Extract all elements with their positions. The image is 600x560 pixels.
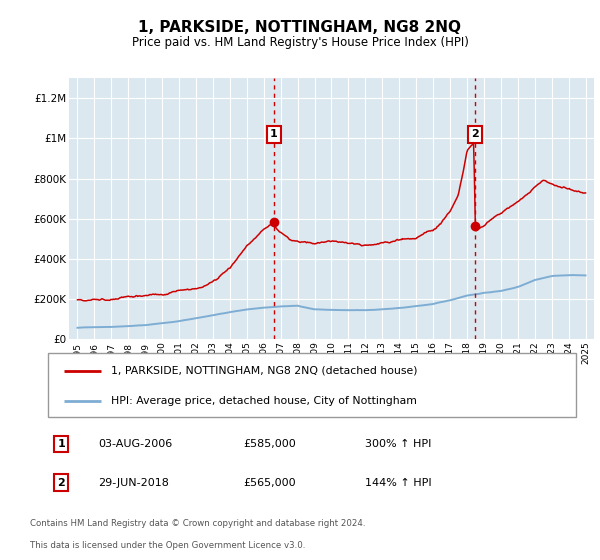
Text: 2: 2 [58, 478, 65, 488]
Text: 1, PARKSIDE, NOTTINGHAM, NG8 2NQ (detached house): 1, PARKSIDE, NOTTINGHAM, NG8 2NQ (detach… [112, 366, 418, 376]
Text: 144% ↑ HPI: 144% ↑ HPI [365, 478, 431, 488]
Text: 03-AUG-2006: 03-AUG-2006 [98, 439, 172, 449]
Text: £565,000: £565,000 [244, 478, 296, 488]
Text: HPI: Average price, detached house, City of Nottingham: HPI: Average price, detached house, City… [112, 396, 417, 406]
Text: Price paid vs. HM Land Registry's House Price Index (HPI): Price paid vs. HM Land Registry's House … [131, 36, 469, 49]
Text: 29-JUN-2018: 29-JUN-2018 [98, 478, 169, 488]
Text: Contains HM Land Registry data © Crown copyright and database right 2024.: Contains HM Land Registry data © Crown c… [30, 519, 365, 528]
Text: This data is licensed under the Open Government Licence v3.0.: This data is licensed under the Open Gov… [30, 542, 305, 550]
Text: 1: 1 [270, 129, 277, 139]
Text: £585,000: £585,000 [244, 439, 296, 449]
Text: 300% ↑ HPI: 300% ↑ HPI [365, 439, 431, 449]
Text: 2: 2 [472, 129, 479, 139]
Text: 1: 1 [58, 439, 65, 449]
Text: 1, PARKSIDE, NOTTINGHAM, NG8 2NQ: 1, PARKSIDE, NOTTINGHAM, NG8 2NQ [139, 20, 461, 35]
